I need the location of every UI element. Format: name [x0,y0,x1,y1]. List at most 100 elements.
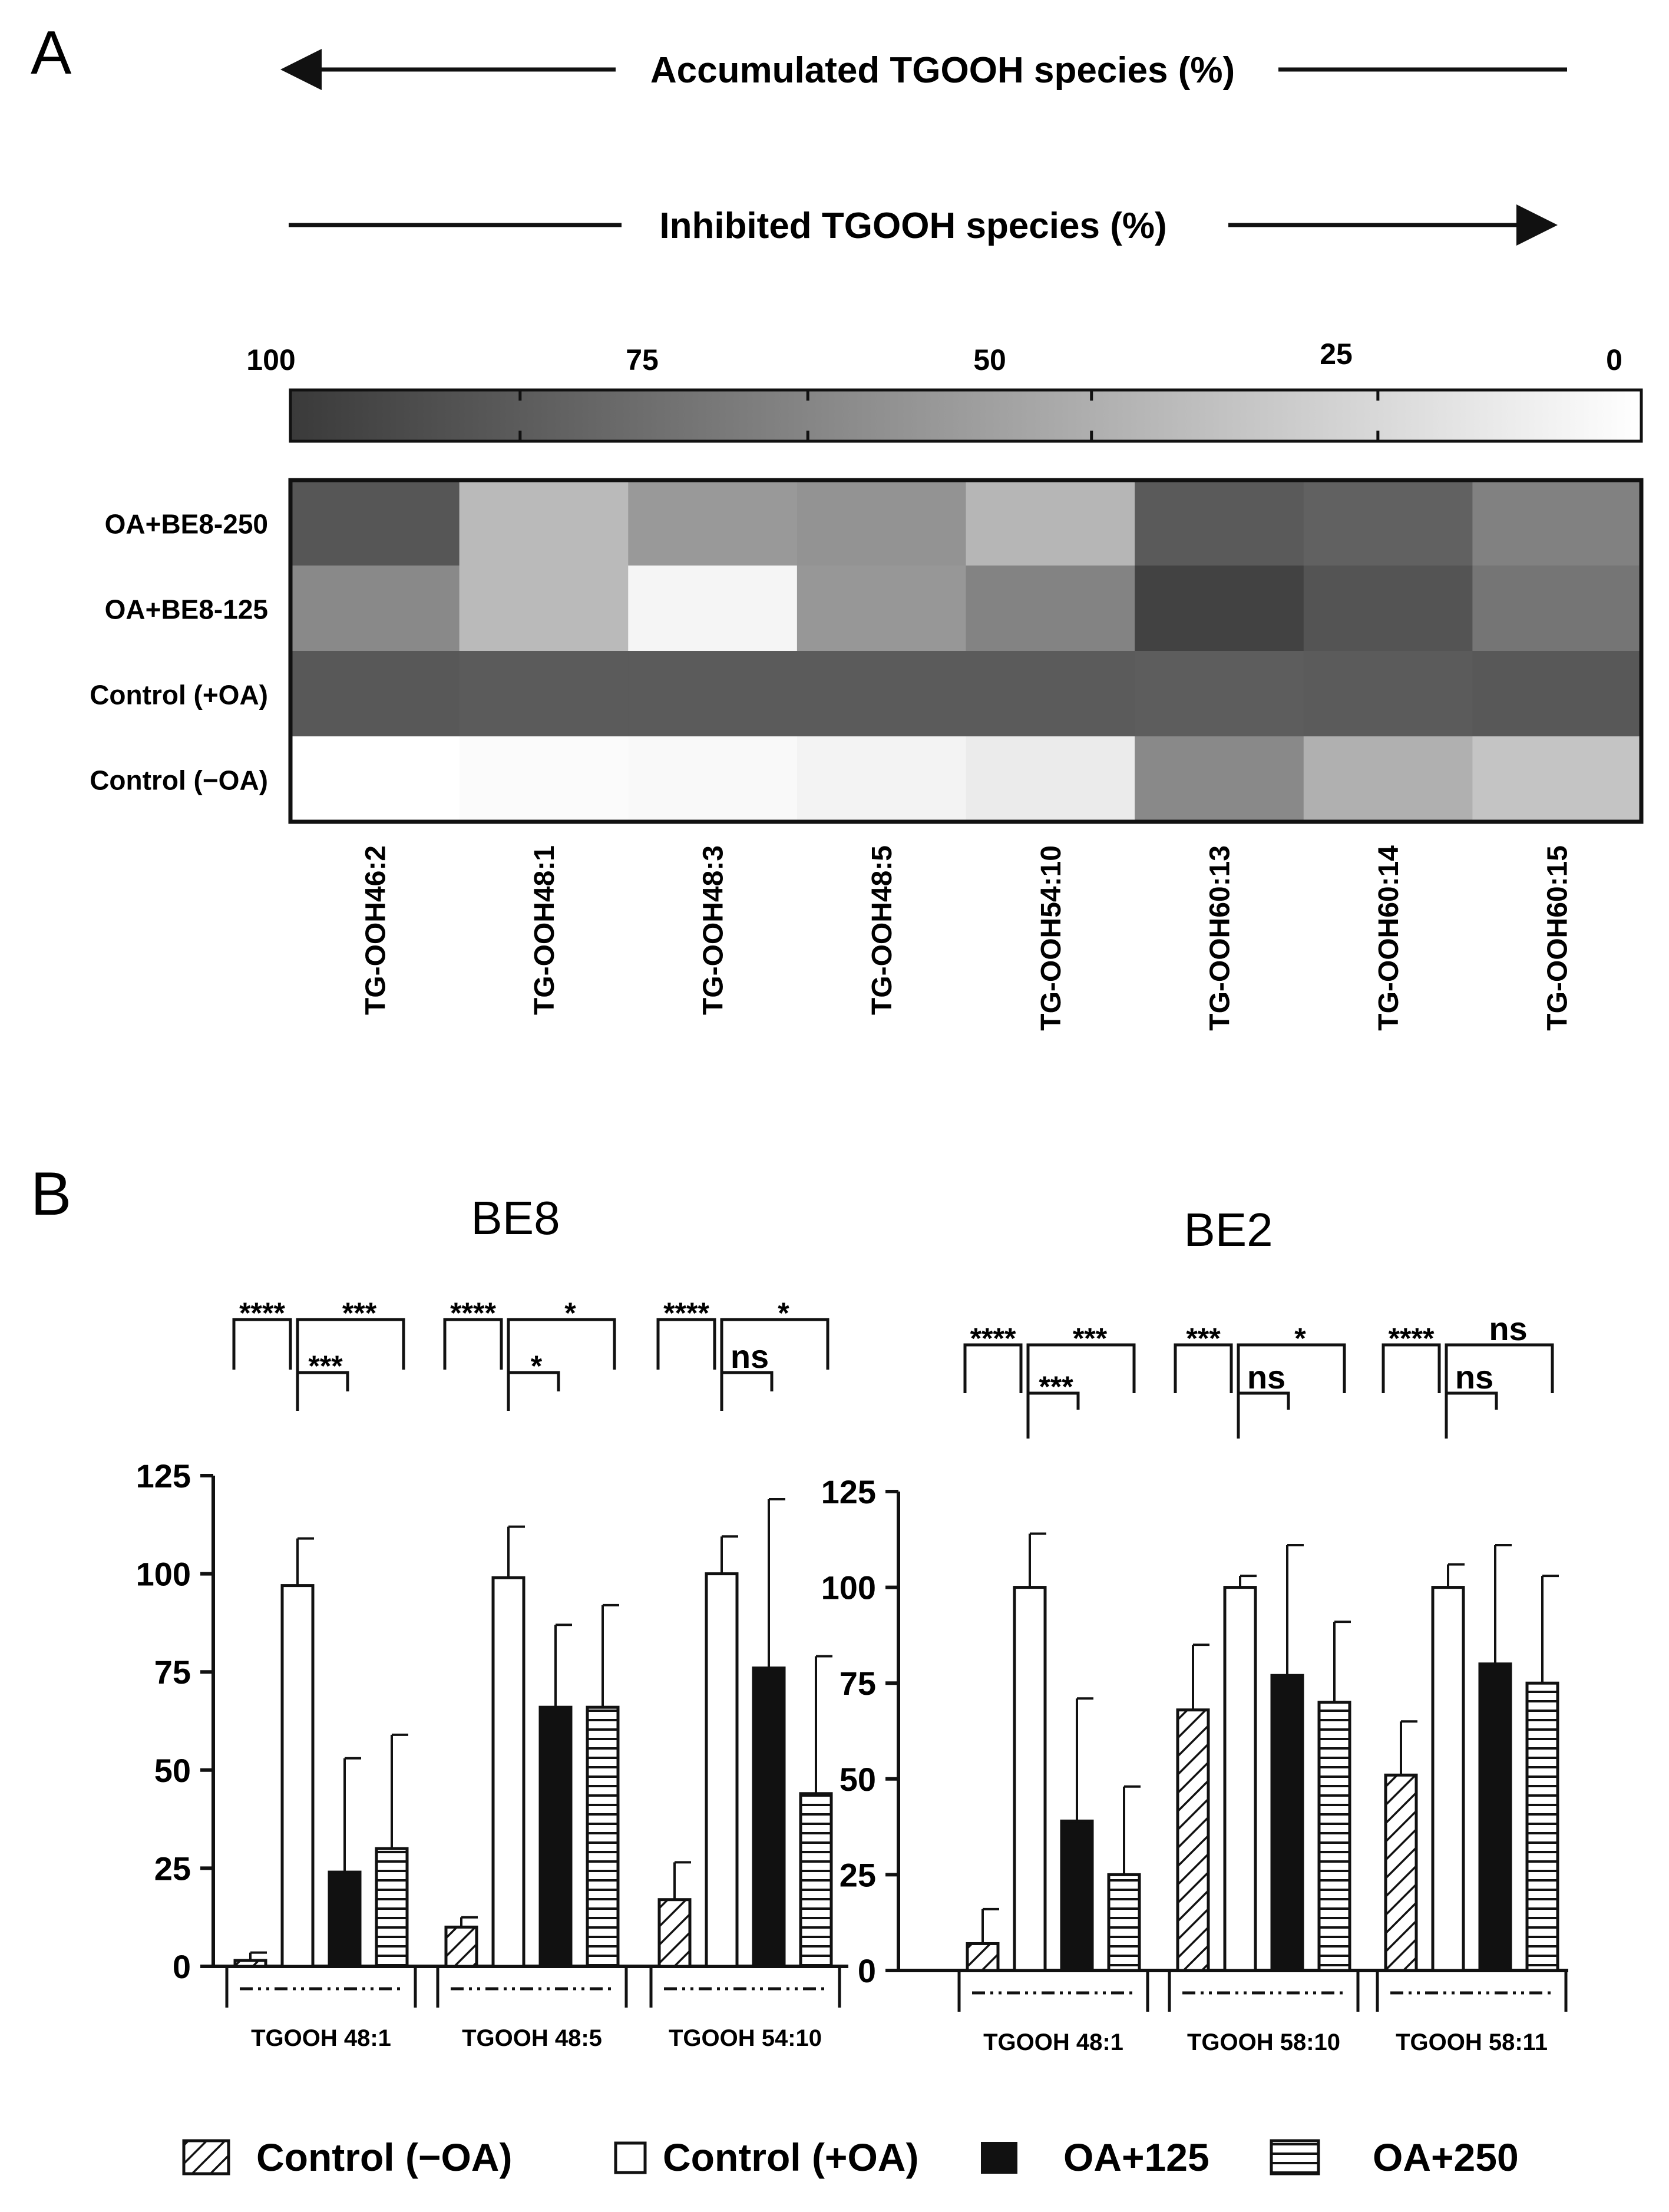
heatmap-cell [1135,480,1304,566]
heatmap-cell [1472,736,1642,822]
heatmap-column-label: TG-OOH60:14 [1373,845,1404,1031]
heatmap-cell [459,736,629,822]
category-label: TGOOH 54:10 [669,2025,822,2051]
heatmap-cell [797,566,967,652]
sig-bracket [722,1371,774,1391]
accumulated-label: Accumulated TGOOH species (%) [650,50,1235,91]
heatmap-cell [966,566,1135,652]
heatmap-cell [628,736,798,822]
heatmap-column-label: TG-OOH60:13 [1204,845,1235,1031]
sig-label: * [564,1297,576,1330]
inhibited-label: Inhibited TGOOH species (%) [659,206,1166,246]
inhibited-arrow: Inhibited TGOOH species (%) [289,204,1558,246]
bar [586,1705,620,1968]
bar [1060,1819,1094,1972]
scale-tick-label: 50 [973,343,1006,376]
panel-label-a: A [31,19,72,87]
legend-item-oa-125: OA+125 [981,2135,1209,2179]
sig-bracket [656,1318,716,1370]
scale-tick-label: 100 [246,343,295,376]
heatmap-cell [966,736,1135,822]
bar [233,1959,267,1968]
sig-label: **** [450,1297,496,1330]
heatmap-cell [1135,566,1304,652]
sig-bracket [1174,1343,1233,1393]
sig-bracket [1446,1391,1498,1410]
panel-label-b: B [31,1160,71,1228]
legend-swatch-solid [981,2142,1017,2174]
bar [1270,1674,1304,1972]
heatmap-cell [459,651,629,737]
sig-label: * [531,1350,543,1383]
bar [657,1898,692,1968]
heatmap-column-label: TG-OOH48:5 [867,845,898,1015]
legend-item-oa-250: OA+250 [1270,2135,1519,2179]
heatmap-cell [290,736,460,822]
heatmap-column-label: TG-OOH60:15 [1542,845,1574,1031]
heatmap-cell [628,651,798,737]
sig-bracket [720,1318,829,1411]
heatmap-cell [1472,651,1642,737]
sig-bracket [1238,1391,1290,1410]
bar [1013,1586,1047,1972]
bar [491,1576,526,1968]
sig-label: ns [1489,1310,1527,1347]
sig-bracket [296,1318,405,1411]
heatmap-cell [628,480,798,566]
sig-bracket [1028,1391,1080,1410]
sig-bracket [298,1371,349,1391]
heatmap-cell [459,480,629,566]
y-tick-label: 50 [840,1761,876,1798]
sig-label: *** [1186,1322,1221,1355]
heatmap-column-label: TG-OOH46:2 [360,845,391,1015]
y-tick-label: 0 [173,1948,191,1985]
legend-swatch-open [614,2141,647,2174]
sig-label: *** [342,1297,377,1330]
heatmap-row-label: Control (+OA) [90,680,268,710]
heatmap-cell [290,566,460,652]
legend-label-control-minus-oa: Control (−OA) [256,2135,512,2179]
heatmap-row-label: Control (−OA) [90,765,268,796]
bar [328,1870,362,1968]
sig-bracket [963,1343,1023,1393]
heatmap-cell [797,480,967,566]
heatmap-cell [1303,480,1473,566]
heatmap-cell [290,651,460,737]
bar [1525,1681,1559,1972]
scale-tick-label: 75 [626,343,659,376]
y-tick-label: 50 [154,1752,191,1789]
legend-swatch-hatched [182,2139,230,2175]
heatmap-cell [290,480,460,566]
accumulated-arrow: Accumulated TGOOH species (%) [280,49,1567,91]
sig-label: **** [1389,1322,1435,1355]
legend: Control (−OA) Control (+OA) OA+125 OA+25… [182,2135,1519,2179]
legend-item-control-minus-oa: Control (−OA) [182,2135,512,2179]
bar [1384,1773,1418,1972]
heatmap-cell [1135,651,1304,737]
bar [1176,1708,1210,1972]
heatmap: OA+BE8-250 OA+BE8-125 Control (+OA) Control… [90,478,1644,1031]
sig-label: ns [1455,1358,1493,1396]
legend-label-control-plus-oa: Control (+OA) [663,2135,918,2179]
category-label: TGOOH 48:1 [251,2025,391,2051]
y-tick-label: 0 [858,1952,876,1989]
sig-label: **** [239,1297,285,1330]
bar [1317,1701,1351,1972]
sig-label: **** [970,1322,1016,1355]
color-scale: 100 75 50 25 0 [246,338,1643,443]
bar [280,1584,315,1968]
bar [538,1705,573,1968]
color-scale-bar [289,388,1643,443]
legend-label-oa-250: OA+250 [1373,2135,1519,2179]
legend-item-control-plus-oa: Control (+OA) [614,2135,918,2179]
heatmap-cell [966,651,1135,737]
bar [1223,1586,1257,1972]
y-tick-label: 75 [154,1654,191,1691]
sig-label: * [1294,1322,1306,1355]
heatmap-cell [1135,736,1304,822]
bar [1478,1662,1512,1972]
heatmap-cell [1303,651,1473,737]
bar [966,1942,1000,1972]
